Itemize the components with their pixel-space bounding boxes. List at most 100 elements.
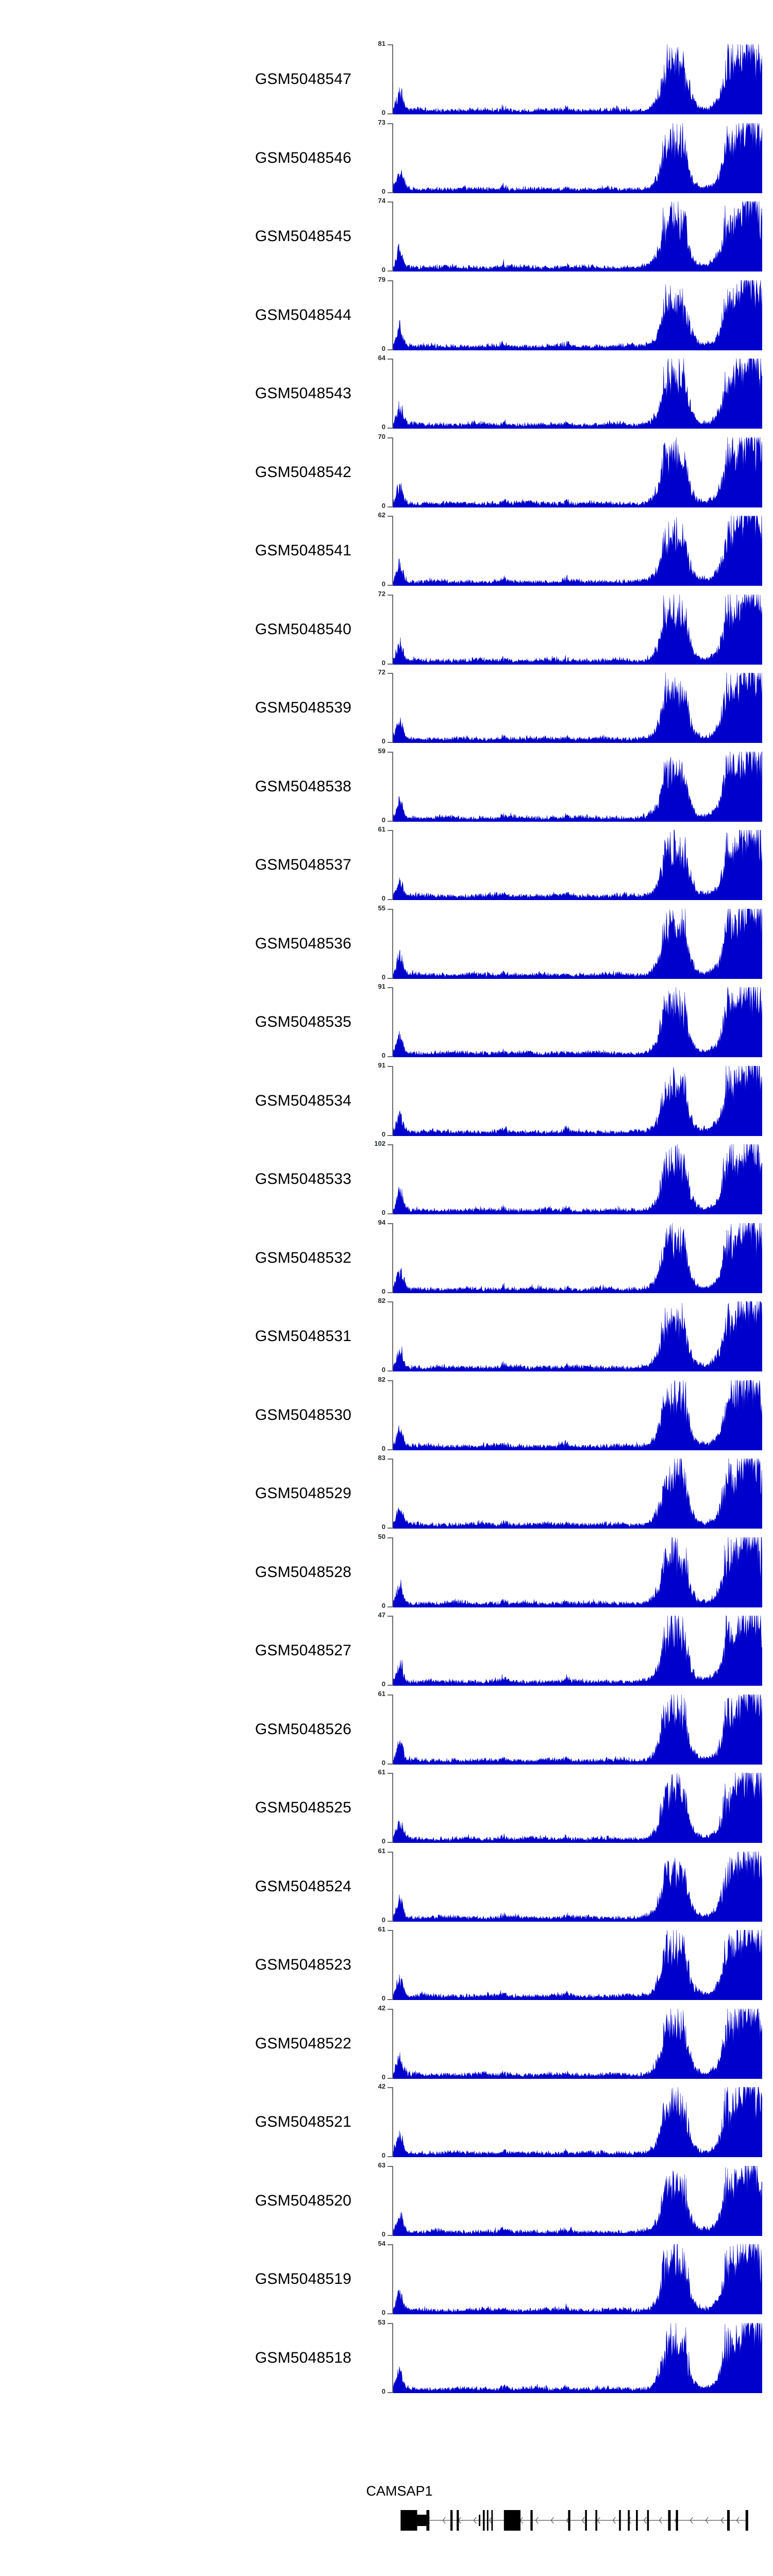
- y-axis-max-value: 91: [378, 1061, 385, 1069]
- y-axis-tick-min: [388, 428, 393, 429]
- coverage-plot[interactable]: [393, 1616, 762, 1686]
- track-label-gsm5048518: GSM5048518: [255, 2349, 351, 2366]
- coverage-area: [393, 2165, 762, 2236]
- coverage-plot[interactable]: [393, 123, 762, 193]
- coverage-area: [393, 1851, 762, 1922]
- coverage-plot[interactable]: [393, 2165, 762, 2236]
- exon-box[interactable]: [727, 2510, 730, 2531]
- coverage-plot[interactable]: [393, 201, 762, 272]
- y-axis-tick-max: [388, 1380, 393, 1381]
- exon-box[interactable]: [450, 2510, 453, 2531]
- y-axis-line: [392, 830, 393, 900]
- exon-box[interactable]: [503, 2510, 521, 2531]
- y-axis-min-value: 0: [381, 423, 385, 431]
- exon-box[interactable]: [636, 2510, 638, 2531]
- y-axis-min-value: 0: [381, 109, 385, 116]
- coverage-plot[interactable]: [393, 830, 762, 900]
- coverage-plot[interactable]: [393, 673, 762, 743]
- y-axis-tick-max: [388, 2008, 393, 2010]
- exon-box[interactable]: [668, 2510, 671, 2531]
- y-axis-min-value: 0: [381, 1209, 385, 1216]
- y-axis-max-value: 61: [378, 1768, 385, 1776]
- coverage-plot[interactable]: [393, 1065, 762, 1136]
- coverage-plot[interactable]: [393, 1773, 762, 1843]
- exon-box[interactable]: [491, 2510, 493, 2531]
- coverage-area: [393, 1380, 762, 1450]
- coverage-plot[interactable]: [393, 280, 762, 350]
- coverage-plot[interactable]: [393, 1223, 762, 1293]
- coverage-track-row: GSM5048541 62 0: [0, 511, 773, 590]
- coverage-plot[interactable]: [393, 1380, 762, 1450]
- coverage-plot[interactable]: [393, 1459, 762, 1529]
- coverage-area: [393, 1144, 762, 1214]
- y-axis-max-value: 53: [378, 2318, 385, 2326]
- coverage-plot[interactable]: [393, 908, 762, 979]
- coverage-plot[interactable]: [393, 516, 762, 586]
- coverage-plot[interactable]: [393, 437, 762, 507]
- y-axis-min-value: 0: [381, 501, 385, 510]
- exon-box[interactable]: [457, 2510, 459, 2531]
- coverage-plot[interactable]: [393, 751, 762, 822]
- exon-box[interactable]: [426, 2510, 430, 2531]
- exon-box[interactable]: [400, 2510, 417, 2531]
- exon-box[interactable]: [595, 2510, 597, 2531]
- coverage-plot[interactable]: [393, 594, 762, 665]
- y-axis-tick-max: [388, 1459, 393, 1460]
- y-axis-tick-max: [388, 1223, 393, 1224]
- coverage-plot[interactable]: [393, 1930, 762, 2000]
- y-axis-max-value: 62: [378, 511, 385, 519]
- y-axis-min-value: 0: [381, 1287, 385, 1295]
- track-label-gsm5048537: GSM5048537: [255, 856, 351, 874]
- exon-box[interactable]: [479, 2515, 480, 2526]
- y-axis-tick-min: [388, 2156, 393, 2157]
- exon-box[interactable]: [417, 2515, 427, 2526]
- y-axis-line: [392, 2244, 393, 2314]
- y-axis-line: [392, 1537, 393, 1607]
- coverage-plot[interactable]: [393, 987, 762, 1057]
- coverage-plot[interactable]: [393, 1851, 762, 1922]
- coverage-plot[interactable]: [393, 1694, 762, 1765]
- coverage-plot[interactable]: [393, 1301, 762, 1371]
- coverage-track-row: GSM5048533 102 0: [0, 1140, 773, 1219]
- track-label-gsm5048534: GSM5048534: [255, 1092, 351, 1109]
- coverage-plot[interactable]: [393, 2244, 762, 2314]
- coverage-plot[interactable]: [393, 2008, 762, 2079]
- y-axis-tick-max: [388, 830, 393, 831]
- y-axis-line: [392, 594, 393, 665]
- y-axis-line: [392, 1223, 393, 1293]
- exon-box[interactable]: [530, 2510, 533, 2531]
- y-axis-line: [392, 1301, 393, 1371]
- exon-box[interactable]: [628, 2510, 630, 2531]
- exon-box[interactable]: [676, 2510, 678, 2531]
- y-axis-tick-min: [388, 1370, 393, 1371]
- y-axis-tick-min: [388, 1763, 393, 1765]
- exon-box[interactable]: [619, 2510, 621, 2531]
- coverage-plot[interactable]: [393, 1537, 762, 1607]
- y-axis-max-value: 59: [378, 747, 385, 755]
- y-axis-min-value: 0: [381, 2309, 385, 2316]
- exon-box[interactable]: [745, 2510, 748, 2531]
- coverage-track-row: GSM5048537 61 0: [0, 825, 773, 905]
- y-axis-max-value: 64: [378, 354, 385, 362]
- y-axis-min-value: 0: [381, 1444, 385, 1452]
- exon-box[interactable]: [568, 2510, 570, 2531]
- gene-model-track[interactable]: [393, 2503, 762, 2537]
- strand-arrow-left-icon: [690, 2517, 693, 2524]
- y-axis-tick-max: [388, 751, 393, 753]
- track-y-axis: 47 0: [378, 1611, 393, 1690]
- coverage-plot[interactable]: [393, 1144, 762, 1214]
- coverage-plot[interactable]: [393, 2087, 762, 2157]
- coverage-track-row: GSM5048540 72 0: [0, 590, 773, 669]
- coverage-plot[interactable]: [393, 2323, 762, 2393]
- coverage-area: [393, 1616, 762, 1686]
- y-axis-tick-max: [388, 908, 393, 910]
- exon-box[interactable]: [647, 2510, 649, 2531]
- exon-box[interactable]: [585, 2510, 587, 2531]
- coverage-plot[interactable]: [393, 359, 762, 429]
- y-axis-tick-min: [388, 192, 393, 193]
- track-label-gsm5048522: GSM5048522: [255, 2035, 351, 2052]
- exon-box[interactable]: [486, 2510, 489, 2531]
- exon-box[interactable]: [482, 2510, 485, 2531]
- track-y-axis: 94 0: [378, 1218, 393, 1298]
- coverage-plot[interactable]: [393, 44, 762, 114]
